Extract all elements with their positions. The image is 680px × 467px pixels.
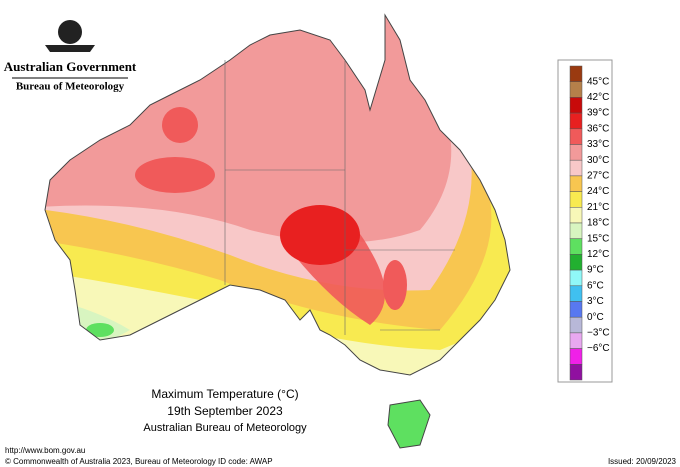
legend-label: 3°C xyxy=(587,296,604,307)
legend-label: 18°C xyxy=(587,218,609,229)
legend-swatch xyxy=(569,81,583,98)
copyright: © Commonwealth of Australia 2023, Bureau… xyxy=(5,457,216,466)
legend-label: 15°C xyxy=(587,233,609,244)
legend-swatch xyxy=(569,97,583,114)
legend-swatch xyxy=(569,285,583,302)
legend-swatch xyxy=(569,65,583,82)
coastline xyxy=(44,13,511,376)
legend-label: 39°C xyxy=(587,108,609,119)
legend-swatch xyxy=(569,207,583,224)
legend-swatch xyxy=(569,332,583,349)
legend-label: 12°C xyxy=(587,249,609,260)
legend-swatch xyxy=(569,254,583,271)
legend-swatch xyxy=(569,316,583,334)
legend-label: 0°C xyxy=(587,312,604,323)
map-title: Maximum Temperature (°C) xyxy=(151,387,298,401)
legend-label: −3°C xyxy=(587,328,610,339)
legend-swatch xyxy=(569,269,583,287)
state-borders xyxy=(224,60,455,335)
agency: Australian Government xyxy=(4,59,137,74)
legend-swatch xyxy=(569,348,583,365)
legend-label: 21°C xyxy=(587,202,609,213)
legend: 45°C 42°C 39°C 36°C 33°C 30°C 27°C 24°C 21°C 18°C… xyxy=(569,65,610,381)
legend-label: 27°C xyxy=(587,171,609,182)
legend-label: 30°C xyxy=(587,155,609,166)
map-source: Australian Bureau of Meteorology xyxy=(143,422,307,434)
legend-label: 6°C xyxy=(587,280,604,291)
id-code: ID code: AWAP xyxy=(218,457,273,466)
legend-label: 45°C xyxy=(587,76,609,87)
legend-swatch xyxy=(569,159,583,177)
url: http://www.bom.gov.au xyxy=(5,446,85,455)
legend-swatch xyxy=(569,191,583,208)
legend-label: 42°C xyxy=(587,92,609,103)
legend-swatch xyxy=(569,301,583,318)
legend-label: 24°C xyxy=(587,186,609,197)
legend-swatch xyxy=(569,175,583,192)
issued: Issued: 20/09/2023 xyxy=(608,457,677,466)
bureau: Bureau of Meteorology xyxy=(16,81,125,93)
legend-label: 33°C xyxy=(587,139,609,150)
legend-swatch xyxy=(569,222,583,239)
legend-label: 36°C xyxy=(587,123,609,134)
legend-swatch xyxy=(569,112,583,130)
coat-of-arms xyxy=(45,20,95,52)
legend-label: −6°C xyxy=(587,343,610,354)
map-date: 19th September 2023 xyxy=(167,404,283,418)
tasmania xyxy=(387,399,431,449)
legend-swatch xyxy=(569,238,583,255)
legend-swatch xyxy=(569,144,583,161)
legend-box xyxy=(557,59,613,383)
legend-swatch xyxy=(569,128,583,145)
legend-label: 9°C xyxy=(587,265,604,276)
legend-swatch xyxy=(569,364,583,381)
